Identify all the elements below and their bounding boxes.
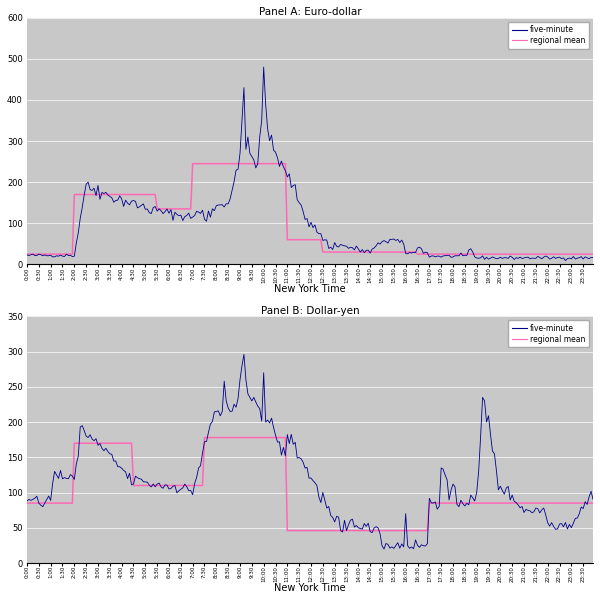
Title: Panel A: Euro-dollar: Panel A: Euro-dollar [259,7,361,17]
Legend: five-minute, regional mean: five-minute, regional mean [508,22,589,49]
X-axis label: New York Time: New York Time [274,284,346,295]
Legend: five-minute, regional mean: five-minute, regional mean [508,320,589,347]
Title: Panel B: Dollar-yen: Panel B: Dollar-yen [261,305,359,316]
X-axis label: New York Time: New York Time [274,583,346,593]
